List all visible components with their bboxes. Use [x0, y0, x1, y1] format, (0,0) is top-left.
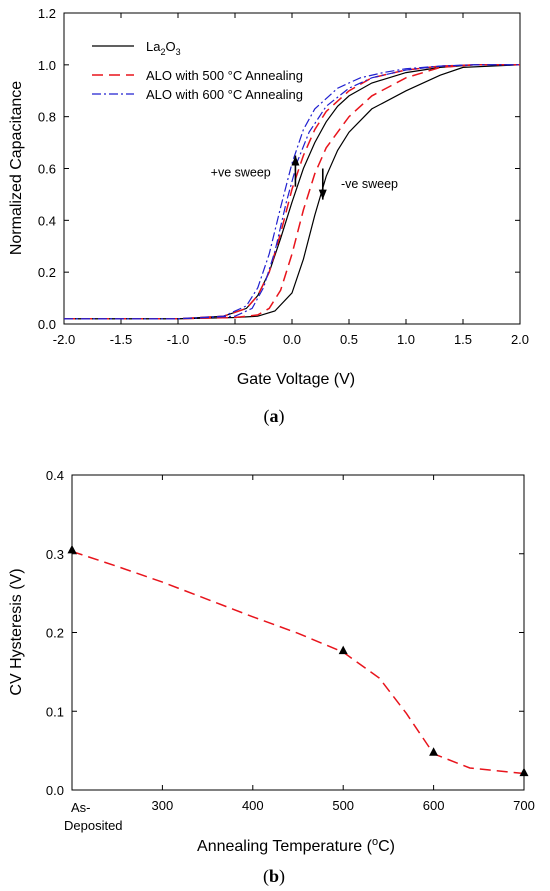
panel-a-ytick-label: 1.0 — [38, 58, 56, 73]
panel-a-ytick-label: 0.8 — [38, 110, 56, 125]
panel-b-xtick-label: 700 — [513, 798, 535, 813]
panel-a-xtick-label: 1.0 — [397, 332, 415, 347]
panel-b-ylabel: CV Hysteresis (V) — [8, 568, 25, 695]
hysteresis-point-marker — [429, 747, 439, 756]
panel-a-xtick-label: 2.0 — [511, 332, 529, 347]
panel-b-ytick-label: 0.1 — [46, 704, 64, 719]
panel-b-ticks: 300 400 500 600 700 0.0 0.1 0.2 0.3 0.4 — [46, 468, 535, 813]
panel-a-ytick-label: 0.4 — [38, 213, 56, 228]
legend-label-alo-500: ALO with 500 °C Annealing — [146, 68, 303, 83]
panel-a-plot-frame — [63, 12, 521, 325]
panel-a-xtick-label: -2.0 — [53, 332, 75, 347]
hysteresis-point-marker — [519, 767, 529, 777]
panel-a-ytick-label: 0.0 — [38, 317, 56, 332]
panel-a-series — [64, 64, 521, 320]
series-0-sweep-1-line — [64, 64, 521, 320]
panel-a-xlabel: Gate Voltage (V) — [237, 371, 355, 388]
panel-a-caption: (a) — [264, 406, 285, 427]
panel-a-ytick-label: 0.6 — [38, 162, 56, 177]
panel-a-ticks: -2.0 -1.5 -1.0 -0.5 0.0 0.5 1.0 1.5 2.0 0.0 0.2 0.4… — [38, 6, 529, 347]
panel-b-xtick-label: 300 — [152, 798, 174, 813]
panel-b-chart: 300 400 500 600 700 0.0 0.1 0.2 0.3 0.4 As- Depos… — [8, 468, 535, 887]
panel-b-caption: (b) — [263, 866, 285, 887]
positive-sweep-annotation: +ve sweep — [211, 165, 271, 179]
panel-b-xtick-label: 600 — [423, 798, 445, 813]
legend-label-alo-600: ALO with 600 °C Annealing — [146, 87, 303, 102]
panel-a-ylabel: Normalized Capacitance — [8, 81, 25, 255]
panel-b-xtick-label: 500 — [332, 798, 354, 813]
panel-a-xtick-label: -1.5 — [110, 332, 132, 347]
panel-b-first-tick-label-line1: As- — [71, 800, 91, 815]
series-2-sweep-0-line — [64, 64, 520, 320]
panel-a-xtick-label: 0.0 — [283, 332, 301, 347]
panel-b-ytick-label: 0.2 — [46, 626, 64, 641]
panel-b-first-tick-label-line2: Deposited — [64, 818, 123, 833]
hysteresis-point-marker — [338, 645, 348, 655]
legend-label-la2o3: La2O3 — [146, 39, 181, 57]
panel-b-ytick-label: 0.0 — [46, 783, 64, 798]
sweep-arrow-up-head — [291, 155, 300, 166]
panel-a-xtick-label: 0.5 — [340, 332, 358, 347]
panel-a-xtick-label: -0.5 — [224, 332, 246, 347]
panel-b-series — [67, 544, 529, 777]
panel-a-ytick-label: 0.2 — [38, 265, 56, 280]
panel-b-plot-frame — [71, 474, 525, 791]
series-1-sweep-1-line — [64, 64, 520, 320]
panel-b-ytick-label: 0.4 — [46, 468, 64, 483]
panel-a-arrows — [291, 155, 327, 200]
panel-a-chart: -2.0 -1.5 -1.0 -0.5 0.0 0.5 1.0 1.5 2.0 0.0 0.2 0.4… — [8, 6, 529, 427]
negative-sweep-annotation: -ve sweep — [341, 177, 398, 191]
panel-a-ytick-label: 1.2 — [38, 6, 56, 21]
series-1-sweep-0-line — [64, 64, 520, 320]
panel-b-xtick-label: 400 — [242, 798, 264, 813]
hysteresis-trend-line — [71, 550, 525, 775]
panel-a-xtick-label: 1.5 — [454, 332, 472, 347]
series-2-sweep-1-line — [64, 64, 520, 320]
hysteresis-point-marker — [67, 544, 77, 554]
panel-a-xtick-label: -1.0 — [167, 332, 189, 347]
panel-a-legend: La2O3 ALO with 500 °C Annealing ALO with… — [92, 39, 303, 102]
sweep-arrow-down-head — [318, 189, 327, 200]
panel-b-ytick-label: 0.3 — [46, 547, 64, 562]
panel-b-xlabel: Annealing Temperature (oC) — [197, 836, 395, 855]
